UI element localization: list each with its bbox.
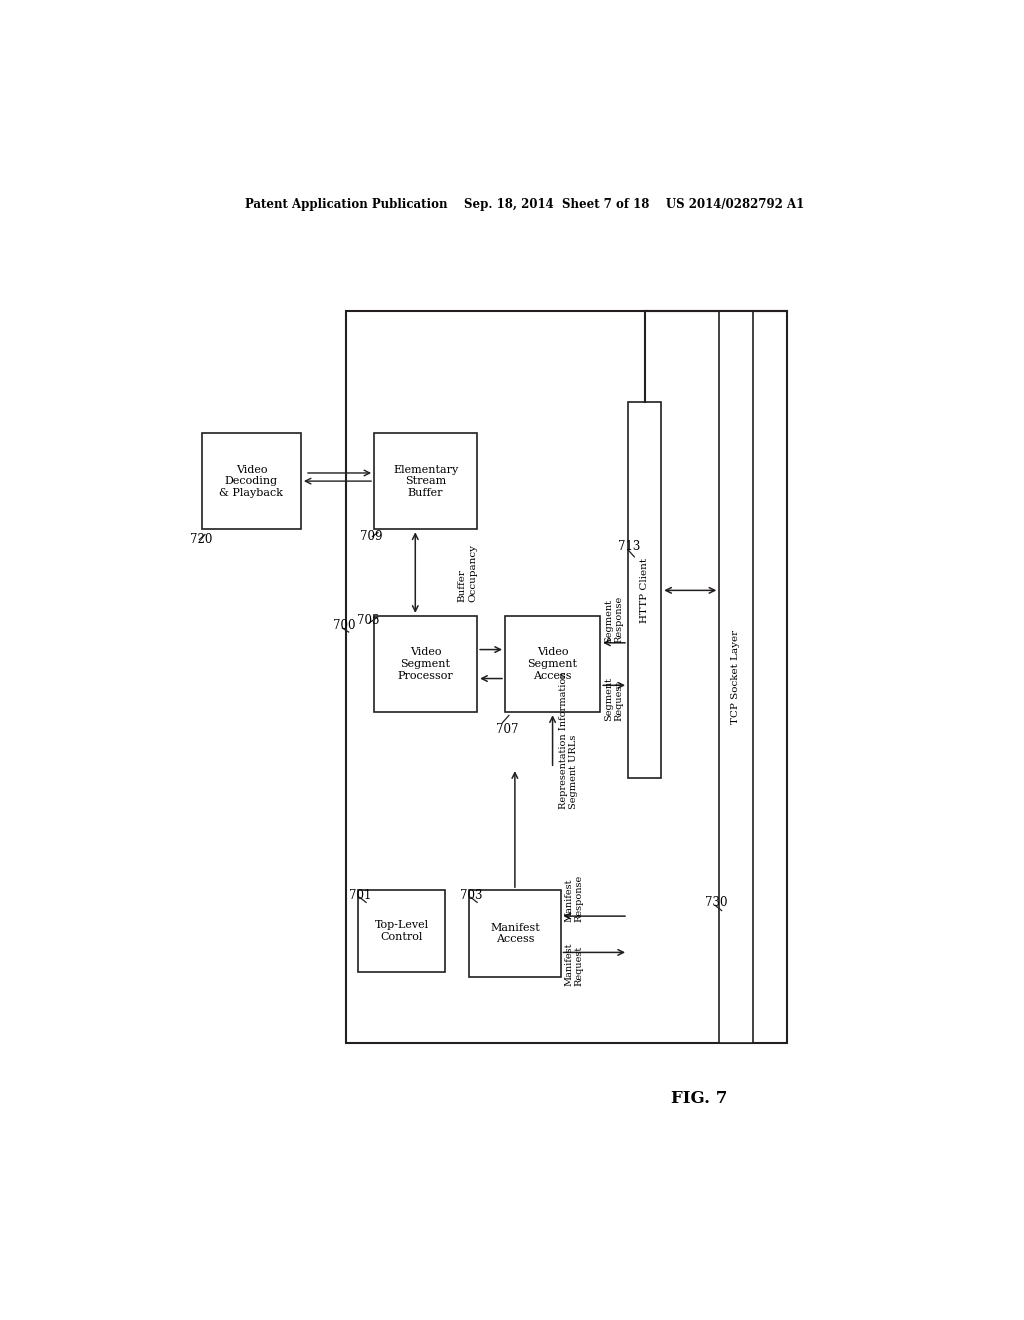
Text: Manifest
Response: Manifest Response	[564, 874, 584, 921]
Text: 730: 730	[705, 896, 727, 909]
Bar	[719, 312, 753, 1043]
Text: Manifest
Access: Manifest Access	[490, 923, 540, 944]
Text: Top-Level
Control: Top-Level Control	[375, 920, 429, 941]
Text: HTTP Client: HTTP Client	[640, 558, 649, 623]
Text: Video
Decoding
& Playback: Video Decoding & Playback	[219, 465, 284, 498]
Text: Elementary
Stream
Buffer: Elementary Stream Buffer	[393, 465, 458, 498]
Text: Segment
Response: Segment Response	[604, 595, 624, 643]
Bar	[358, 890, 445, 972]
Bar	[346, 312, 786, 1043]
Bar	[469, 890, 560, 977]
Text: 705: 705	[356, 614, 379, 627]
Text: Manifest
Request: Manifest Request	[564, 942, 584, 986]
Bar	[374, 433, 477, 529]
Text: Buffer
Occupancy: Buffer Occupancy	[458, 544, 477, 602]
Bar	[628, 403, 662, 779]
Text: 707: 707	[497, 723, 519, 737]
Text: Patent Application Publication    Sep. 18, 2014  Sheet 7 of 18    US 2014/028279: Patent Application Publication Sep. 18, …	[245, 198, 805, 211]
Text: Segment
Request: Segment Request	[604, 677, 624, 721]
Text: 700: 700	[333, 619, 355, 632]
Bar	[374, 615, 477, 713]
Text: 703: 703	[460, 888, 482, 902]
Text: 720: 720	[189, 533, 212, 546]
Bar	[505, 615, 600, 713]
Text: 701: 701	[348, 888, 371, 902]
Bar	[202, 433, 301, 529]
Text: Video
Segment
Processor: Video Segment Processor	[397, 647, 454, 681]
Text: 709: 709	[359, 531, 382, 543]
Text: TCP Socket Layer: TCP Socket Layer	[731, 630, 740, 723]
Text: FIG. 7: FIG. 7	[671, 1090, 728, 1107]
Text: Video
Segment
Access: Video Segment Access	[527, 647, 578, 681]
Text: 713: 713	[618, 540, 641, 553]
Text: Representation Information
Segment URLs: Representation Information Segment URLs	[559, 672, 579, 809]
